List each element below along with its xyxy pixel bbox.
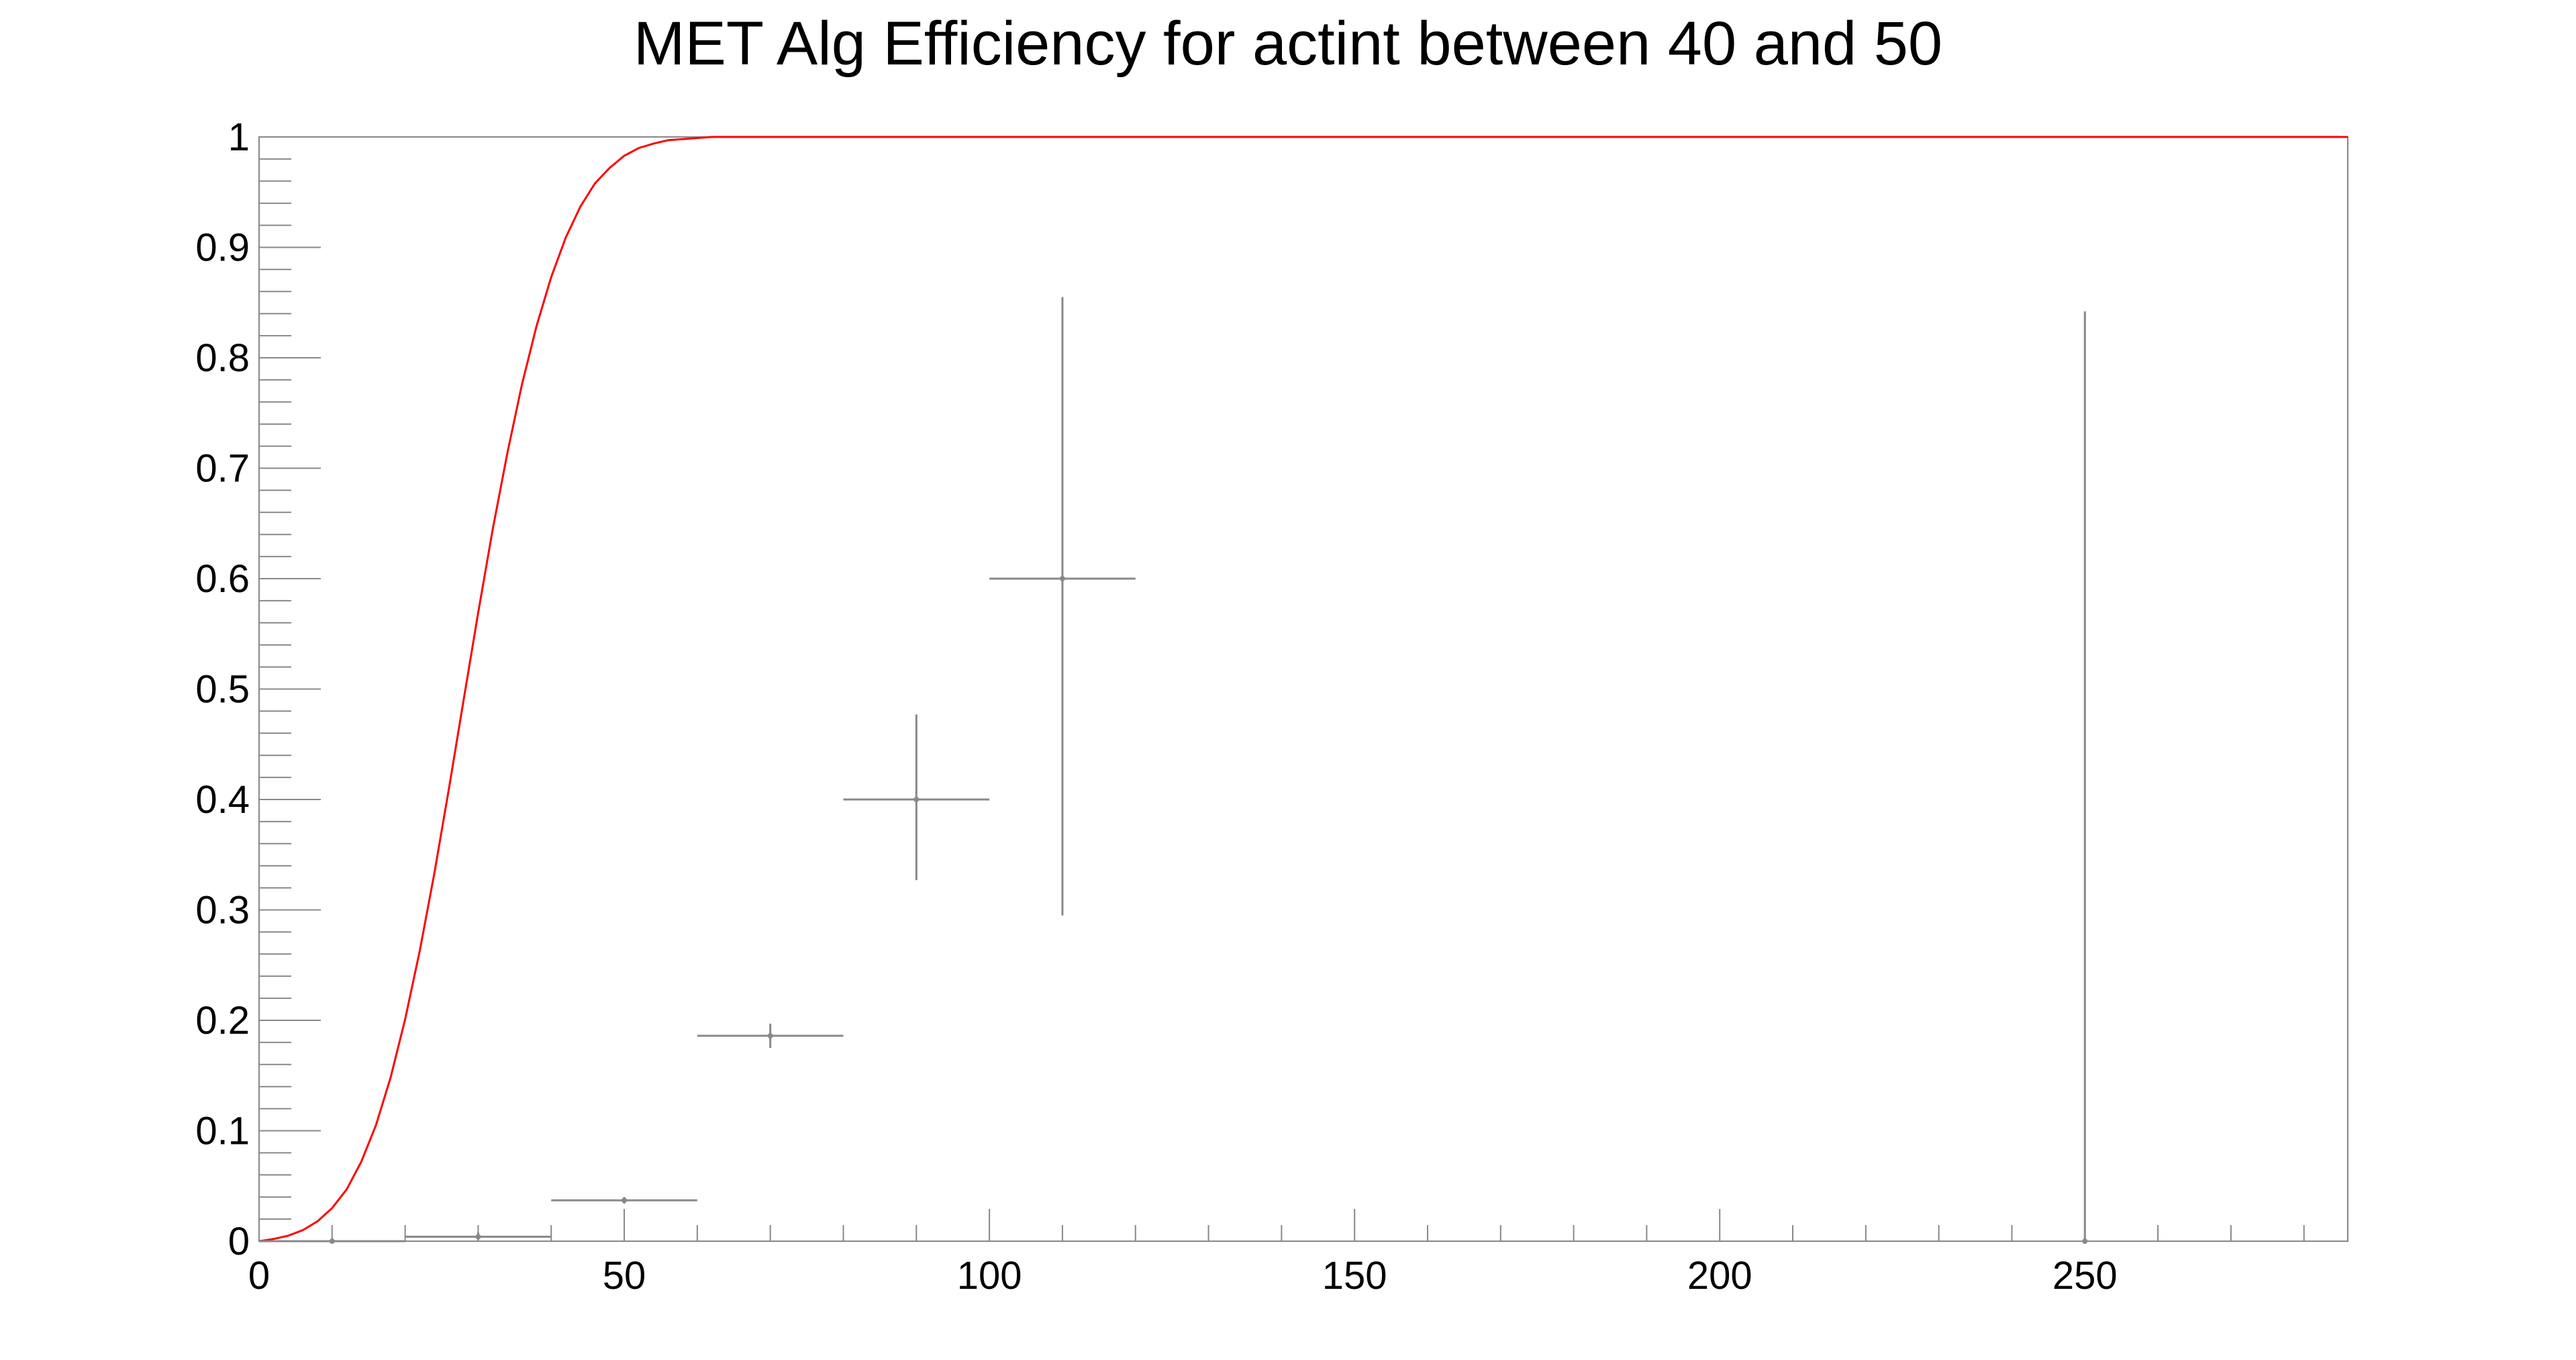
y-tick-label: 0.1 xyxy=(195,1110,250,1153)
y-tick-label: 0.6 xyxy=(195,557,250,601)
x-tick-label: 150 xyxy=(1322,1254,1387,1298)
data-point xyxy=(2082,311,2088,1244)
chart-title: MET Alg Efficiency for actint between 40… xyxy=(634,9,1942,78)
y-axis: 0 0.1 0.2 0.3 0.4 0.5 0.6 0.7 0.8 0.9 1 xyxy=(195,115,321,1263)
point-marker xyxy=(329,1238,335,1244)
point-marker xyxy=(913,797,920,802)
x-tick-label: 100 xyxy=(957,1254,1022,1298)
point-marker xyxy=(622,1198,628,1204)
x-tick-label: 50 xyxy=(603,1254,646,1298)
data-points-layer xyxy=(259,297,2088,1244)
fit-curve xyxy=(258,136,2348,1243)
point-marker xyxy=(2082,1238,2088,1244)
data-point xyxy=(843,714,990,881)
y-tick-label: 0 xyxy=(228,1220,250,1263)
fit-curve-layer xyxy=(258,136,2348,1243)
y-tick-label: 1 xyxy=(228,115,250,159)
y-tick-label: 0.4 xyxy=(195,778,250,822)
data-point xyxy=(697,1023,844,1049)
y-tick-label: 0.8 xyxy=(195,336,250,380)
x-axis: 0 50 100 150 200 250 xyxy=(248,1209,2305,1298)
point-marker xyxy=(475,1234,481,1240)
point-marker xyxy=(767,1033,773,1039)
y-tick-label: 0.3 xyxy=(195,889,250,932)
x-tick-label: 0 xyxy=(248,1254,270,1298)
x-tick-label: 200 xyxy=(1687,1254,1752,1298)
y-tick-label: 0.2 xyxy=(195,999,250,1042)
y-tick-label: 0.5 xyxy=(195,668,250,712)
x-tick-label: 250 xyxy=(2052,1254,2118,1298)
plot-frame xyxy=(258,136,2348,1242)
data-point xyxy=(551,1197,697,1204)
point-marker xyxy=(1059,576,1065,581)
y-tick-label: 0.7 xyxy=(195,447,250,491)
data-point xyxy=(405,1232,552,1241)
y-tick-label: 0.9 xyxy=(195,226,250,270)
data-point xyxy=(259,1238,405,1244)
data-point xyxy=(989,297,1136,916)
